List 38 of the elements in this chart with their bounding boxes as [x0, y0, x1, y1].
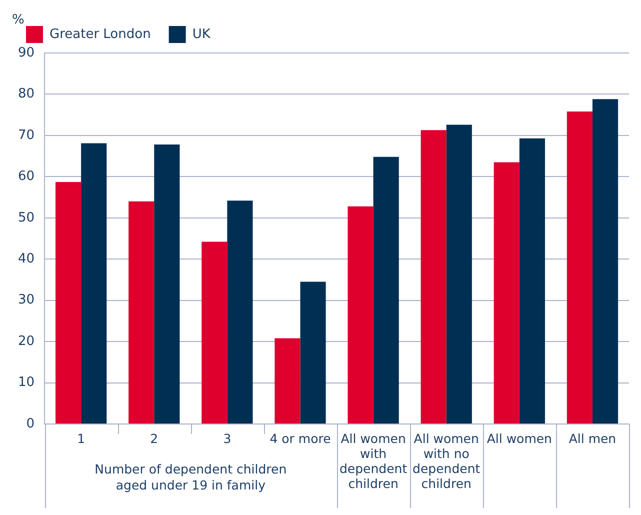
bar — [300, 282, 326, 424]
x-tick-label: All men — [568, 430, 616, 446]
bar — [348, 206, 374, 424]
y-tick-label: 80 — [18, 86, 35, 102]
bar — [56, 182, 82, 424]
bar — [494, 162, 520, 424]
x-tick-label: 4 or more — [270, 430, 332, 446]
bar — [592, 99, 618, 424]
bar — [202, 242, 228, 424]
bar — [420, 130, 446, 424]
y-tick-label: 40 — [18, 251, 35, 266]
bar — [154, 144, 180, 424]
x-tick-label: 2 — [150, 430, 158, 446]
x-tick-label: All women with no dependent children — [412, 430, 480, 491]
bar — [227, 200, 253, 424]
y-tick-label: 70 — [18, 128, 35, 143]
y-tick-label: 0 — [26, 416, 35, 432]
x-tick-label: 3 — [223, 430, 232, 446]
bar — [519, 138, 545, 424]
bar — [274, 338, 300, 424]
legend-label: UK — [192, 26, 211, 42]
bar — [373, 156, 399, 424]
y-tick-label: 50 — [18, 210, 35, 226]
bar — [128, 201, 154, 424]
bar — [446, 124, 472, 424]
y-tick-label: 30 — [18, 292, 35, 308]
x-tick-label: All women with dependent children — [339, 430, 408, 491]
y-axis-title: % — [12, 12, 24, 28]
y-tick-label: 20 — [18, 334, 35, 349]
x-tick-label: 1 — [77, 430, 86, 446]
y-tick-label: 90 — [18, 45, 35, 60]
text: Number of dependent children aged under 19 in family — [94, 462, 287, 492]
bar — [81, 143, 107, 424]
x-tick-label: All women — [486, 430, 552, 446]
y-tick-label: 10 — [18, 375, 35, 390]
legend-label: Greater London — [50, 26, 151, 42]
bar — [566, 112, 592, 424]
y-tick-label: 60 — [18, 169, 35, 184]
